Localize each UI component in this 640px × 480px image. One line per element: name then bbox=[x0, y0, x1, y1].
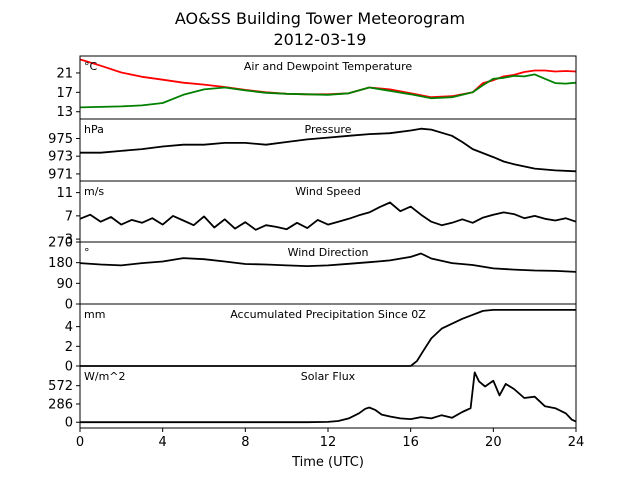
panel-3-ytick-label-3: 270 bbox=[48, 236, 73, 251]
panel-0-ytick-label-2: 21 bbox=[56, 66, 73, 81]
panel-5-unit-label: W/m^2 bbox=[84, 370, 126, 383]
x-tick-label-6: 24 bbox=[568, 435, 585, 450]
panel-3-ytick-label-1: 90 bbox=[56, 277, 73, 292]
panel-1-unit-label: hPa bbox=[84, 123, 104, 136]
x-tick-label-2: 8 bbox=[241, 435, 249, 450]
panel-3-unit-label: ° bbox=[84, 246, 90, 259]
panel-5-series-0-line bbox=[80, 371, 577, 424]
panel-0-title: Air and Dewpoint Temperature bbox=[244, 60, 412, 73]
x-axis-title: Time (UTC) bbox=[291, 455, 364, 470]
x-tick-label-5: 20 bbox=[485, 435, 502, 450]
panel-2-title: Wind Speed bbox=[295, 185, 361, 198]
panel-5-ytick-label-2: 572 bbox=[48, 379, 73, 394]
panel-4-ytick-label-0: 0 bbox=[65, 360, 73, 375]
panel-1-series-0-line bbox=[80, 127, 577, 173]
panel-2-ytick-label-2: 11 bbox=[56, 186, 73, 201]
panel-4-title: Accumulated Precipitation Since 0Z bbox=[230, 308, 426, 321]
panel-1: 971 973 975 hPa Pressure bbox=[48, 118, 577, 182]
x-tick-label-0: 0 bbox=[76, 435, 84, 450]
panel-2-series-0-line bbox=[79, 201, 577, 231]
panel-2-ytick-label-1: 7 bbox=[65, 209, 73, 224]
panel-0-series-1-line bbox=[79, 73, 577, 109]
panel-3-title: Wind Direction bbox=[288, 246, 369, 259]
panel-5-ytick-label-0: 0 bbox=[65, 416, 73, 431]
panel-4: 0 2 4 mm Accumulated Precipitation Since 0Z bbox=[65, 303, 577, 375]
panel-2-ytick-label-0: 3 bbox=[65, 233, 73, 248]
panel-5-ytick-label-1: 286 bbox=[48, 397, 73, 412]
panel-0-ytick-label-1: 17 bbox=[56, 86, 73, 101]
panel-5: 0 286 572 W/m^2 Solar Flux bbox=[48, 365, 577, 431]
panel-4-ytick-label-1: 2 bbox=[65, 340, 73, 355]
x-tick-label-1: 4 bbox=[159, 435, 167, 450]
panel-1-ytick-label-0: 971 bbox=[48, 167, 73, 182]
panel-0: 13 17 21 °C Air and Dewpoint Temperature bbox=[56, 55, 577, 120]
panel-1-ytick-label-2: 975 bbox=[48, 132, 73, 147]
panel-3-series-0-line bbox=[79, 252, 577, 273]
panel-2-unit-label: m/s bbox=[84, 185, 104, 198]
x-axis: 0 4 8 12 16 20 24 bbox=[76, 428, 584, 450]
panel-1-title: Pressure bbox=[305, 123, 352, 136]
panel-3: 0 90 180 270 ° Wind Direction bbox=[48, 236, 577, 313]
panel-2: 3 7 11 m/s Wind Speed bbox=[56, 180, 577, 248]
figure-title-line2: 2012-03-19 bbox=[274, 30, 367, 49]
x-tick-label-3: 12 bbox=[320, 435, 337, 450]
panel-5-title: Solar Flux bbox=[301, 370, 356, 383]
panel-0-ytick-label-0: 13 bbox=[56, 105, 73, 120]
panel-4-unit-label: mm bbox=[84, 308, 105, 321]
panel-1-ytick-label-1: 973 bbox=[48, 150, 73, 165]
panel-3-ytick-label-0: 0 bbox=[65, 298, 73, 313]
x-tick-label-4: 16 bbox=[402, 435, 419, 450]
figure-title-line1: AO&SS Building Tower Meteorogram bbox=[175, 9, 465, 28]
panel-4-series-0-line bbox=[80, 308, 576, 367]
panel-4-ytick-label-2: 4 bbox=[65, 320, 73, 335]
panel-0-unit-label: °C bbox=[84, 60, 98, 73]
panel-3-ytick-label-2: 180 bbox=[48, 256, 73, 271]
